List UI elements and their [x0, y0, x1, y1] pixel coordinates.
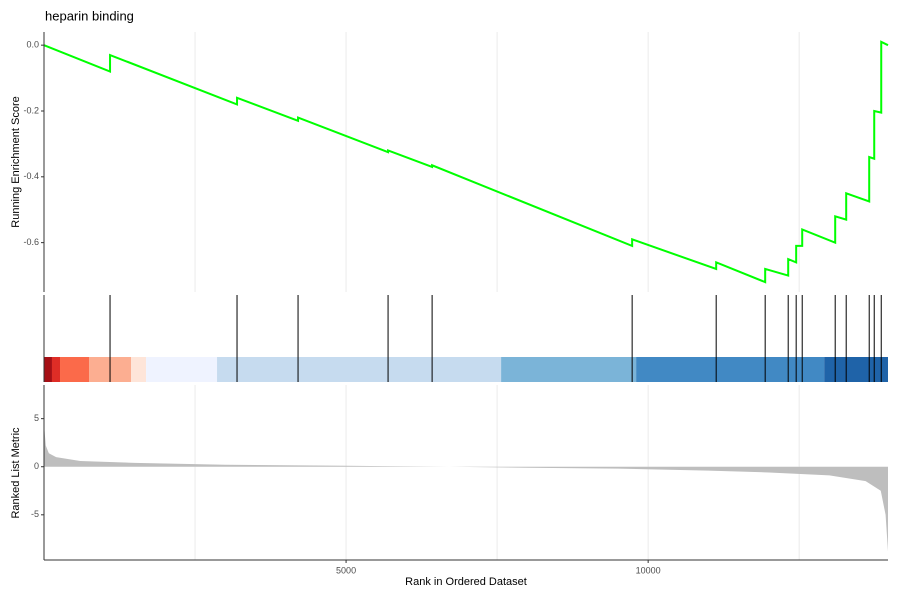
chart-title: heparin binding	[45, 8, 134, 23]
rank-band	[146, 357, 218, 382]
metric-area	[44, 424, 888, 552]
y-tick-label: 5	[34, 413, 39, 423]
y-axis-title: Running Enrichment Score	[10, 96, 22, 227]
x-axis-title: Rank in Ordered Dataset	[405, 576, 527, 588]
rank-band	[44, 357, 52, 382]
rank-band	[217, 357, 502, 382]
rank-band	[636, 357, 825, 382]
rank-band	[60, 357, 90, 382]
y-tick-label: -0.4	[23, 171, 39, 181]
enrichment-line	[43, 40, 889, 284]
y-tick-label: 0	[34, 461, 39, 471]
rank-band	[824, 357, 888, 382]
y-axis-title: Ranked List Metric	[10, 427, 22, 519]
y-tick-label: -5	[31, 509, 39, 519]
y-tick-label: -0.6	[23, 237, 39, 247]
x-tick-label: 10000	[636, 565, 661, 575]
x-tick-label: 5000	[336, 565, 356, 575]
rank-band	[51, 357, 61, 382]
rank-band	[130, 357, 147, 382]
y-tick-label: 0.0	[26, 40, 39, 50]
rank-band	[501, 357, 637, 382]
y-tick-label: -0.2	[23, 105, 39, 115]
